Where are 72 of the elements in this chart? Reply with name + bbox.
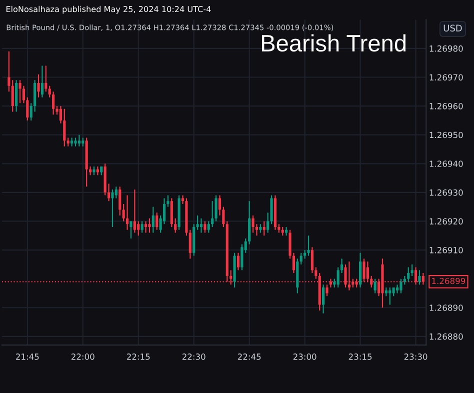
x-tick-label: 22:00	[72, 354, 94, 360]
candlestick	[400, 278, 402, 294]
candlestick	[240, 244, 244, 271]
candlestick	[170, 198, 173, 228]
y-tick-label: 1.26980	[430, 45, 463, 52]
candlestick	[70, 137, 74, 147]
candlestick	[300, 252, 302, 265]
y-tick-label: 1.26970	[430, 74, 463, 81]
candlestick	[140, 220, 144, 234]
y-tick-label: 1.26930	[430, 189, 463, 196]
candlestick	[262, 220, 266, 236]
candlestick	[78, 134, 80, 147]
candlestick	[114, 186, 118, 199]
y-tick-label: 1.26940	[430, 160, 463, 167]
x-tick-label: 22:15	[126, 354, 150, 360]
candlestick	[207, 220, 210, 234]
candlestick	[30, 102, 32, 121]
candlestick	[148, 218, 151, 234]
candlestick	[358, 252, 362, 288]
y-tick-label: 1.26920	[430, 218, 463, 225]
candlestick	[236, 252, 240, 271]
candlestick	[111, 188, 114, 228]
candlestick	[8, 50, 10, 92]
candlestick	[18, 80, 22, 104]
candlestick	[40, 65, 44, 98]
y-tick-label: 1.26910	[430, 247, 463, 254]
candlestick	[211, 200, 214, 228]
candlestick	[137, 220, 140, 236]
candlestick	[133, 188, 136, 234]
candlestick	[15, 80, 18, 112]
text: EloNosalhaza published May 25, 2024 10:24 UTC-4	[6, 6, 211, 14]
candlestick	[200, 218, 203, 234]
candlestick	[307, 235, 310, 256]
x-tick-label: 23:00	[293, 354, 316, 360]
candlestick	[252, 214, 254, 234]
ref-line-label: 1.26899	[432, 278, 466, 284]
y-axis-title: USD	[444, 24, 462, 32]
candlestick	[11, 80, 14, 112]
candlestick	[407, 266, 410, 282]
x-tick-label: 21:45	[16, 354, 39, 360]
candlestick	[63, 108, 66, 147]
x-tick-label: 22:30	[182, 354, 206, 360]
candlestick	[52, 91, 55, 116]
candlestick	[152, 206, 154, 234]
candlestick	[322, 284, 325, 314]
candlestick	[374, 278, 376, 294]
candlestick	[214, 194, 218, 222]
x-tick-label: 22:45	[238, 354, 261, 360]
chart-title: Bearish Trend	[262, 34, 406, 52]
candlestick	[310, 246, 314, 274]
candlestick	[44, 65, 48, 92]
candlestick	[196, 214, 199, 230]
candlestick	[248, 200, 251, 245]
candlestick	[156, 212, 158, 230]
candlestick	[144, 220, 148, 234]
candlestick	[37, 74, 40, 98]
candlestick	[174, 218, 177, 234]
candlestick	[118, 186, 122, 216]
candlestick	[48, 85, 51, 98]
y-tick-label: 1.26880	[430, 333, 463, 340]
candlestick	[34, 80, 36, 112]
y-tick-label: 1.26950	[430, 132, 463, 138]
candlestick	[204, 220, 206, 234]
candlestick	[126, 194, 129, 230]
candlestick	[326, 284, 328, 297]
y-tick-label: 1.26890	[430, 304, 463, 311]
candlestick	[130, 220, 132, 240]
candlestick	[418, 270, 421, 286]
x-tick-label: 23:15	[348, 354, 372, 360]
x-tick-label: 23:30	[404, 354, 428, 360]
y-tick-label: 1.26960	[430, 103, 463, 110]
candlestick	[410, 264, 414, 276]
